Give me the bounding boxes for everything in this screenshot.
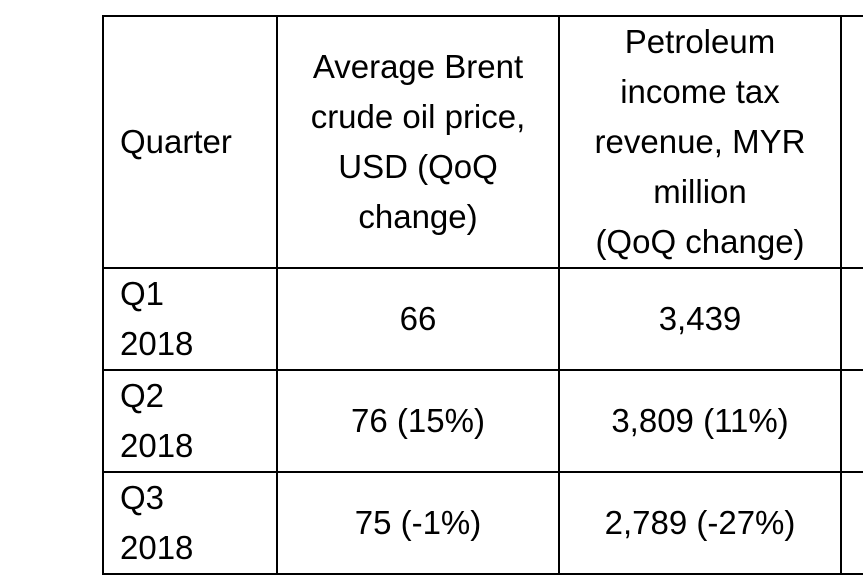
cell-tax: 3,809 (11%) (558, 369, 842, 473)
cell-extra (840, 369, 863, 473)
header-quarter: Quarter (102, 15, 278, 269)
cell-quarter: Q2 2018 (102, 369, 278, 473)
header-extra (840, 15, 863, 269)
cell-brent: 76 (15%) (276, 369, 560, 473)
header-brent-price: Average Brent crude oil price, USD (QoQ … (276, 15, 560, 269)
cell-extra (840, 471, 863, 575)
header-row: Quarter Average Brent crude oil price, U… (102, 15, 863, 269)
table-container: Quarter Average Brent crude oil price, U… (102, 15, 863, 584)
cell-tax: 2,789 (-27%) (558, 471, 842, 575)
table-row: Q2 2018 76 (15%) 3,809 (11%) (102, 369, 863, 473)
table-row: Q3 2018 75 (-1%) 2,789 (-27%) (102, 471, 863, 575)
cell-tax: 3,439 (558, 267, 842, 371)
cell-quarter: Q1 2018 (102, 267, 278, 371)
cell-quarter: Q3 2018 (102, 471, 278, 575)
header-petroleum-tax: Petroleum income tax revenue, MYR millio… (558, 15, 842, 269)
data-table: Quarter Average Brent crude oil price, U… (102, 15, 863, 575)
cell-brent: 75 (-1%) (276, 471, 560, 575)
table-row: Q1 2018 66 3,439 (102, 267, 863, 371)
cell-brent: 66 (276, 267, 560, 371)
cell-extra (840, 267, 863, 371)
